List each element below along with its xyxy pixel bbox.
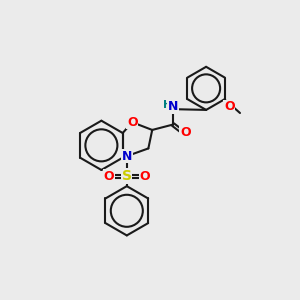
Text: N: N bbox=[122, 150, 132, 163]
Text: S: S bbox=[122, 169, 132, 183]
Text: O: O bbox=[104, 169, 114, 183]
Text: O: O bbox=[180, 126, 190, 139]
Text: O: O bbox=[127, 116, 137, 129]
Text: O: O bbox=[224, 100, 235, 113]
Text: H: H bbox=[163, 100, 172, 110]
Text: N: N bbox=[168, 100, 178, 113]
Text: O: O bbox=[139, 169, 150, 183]
